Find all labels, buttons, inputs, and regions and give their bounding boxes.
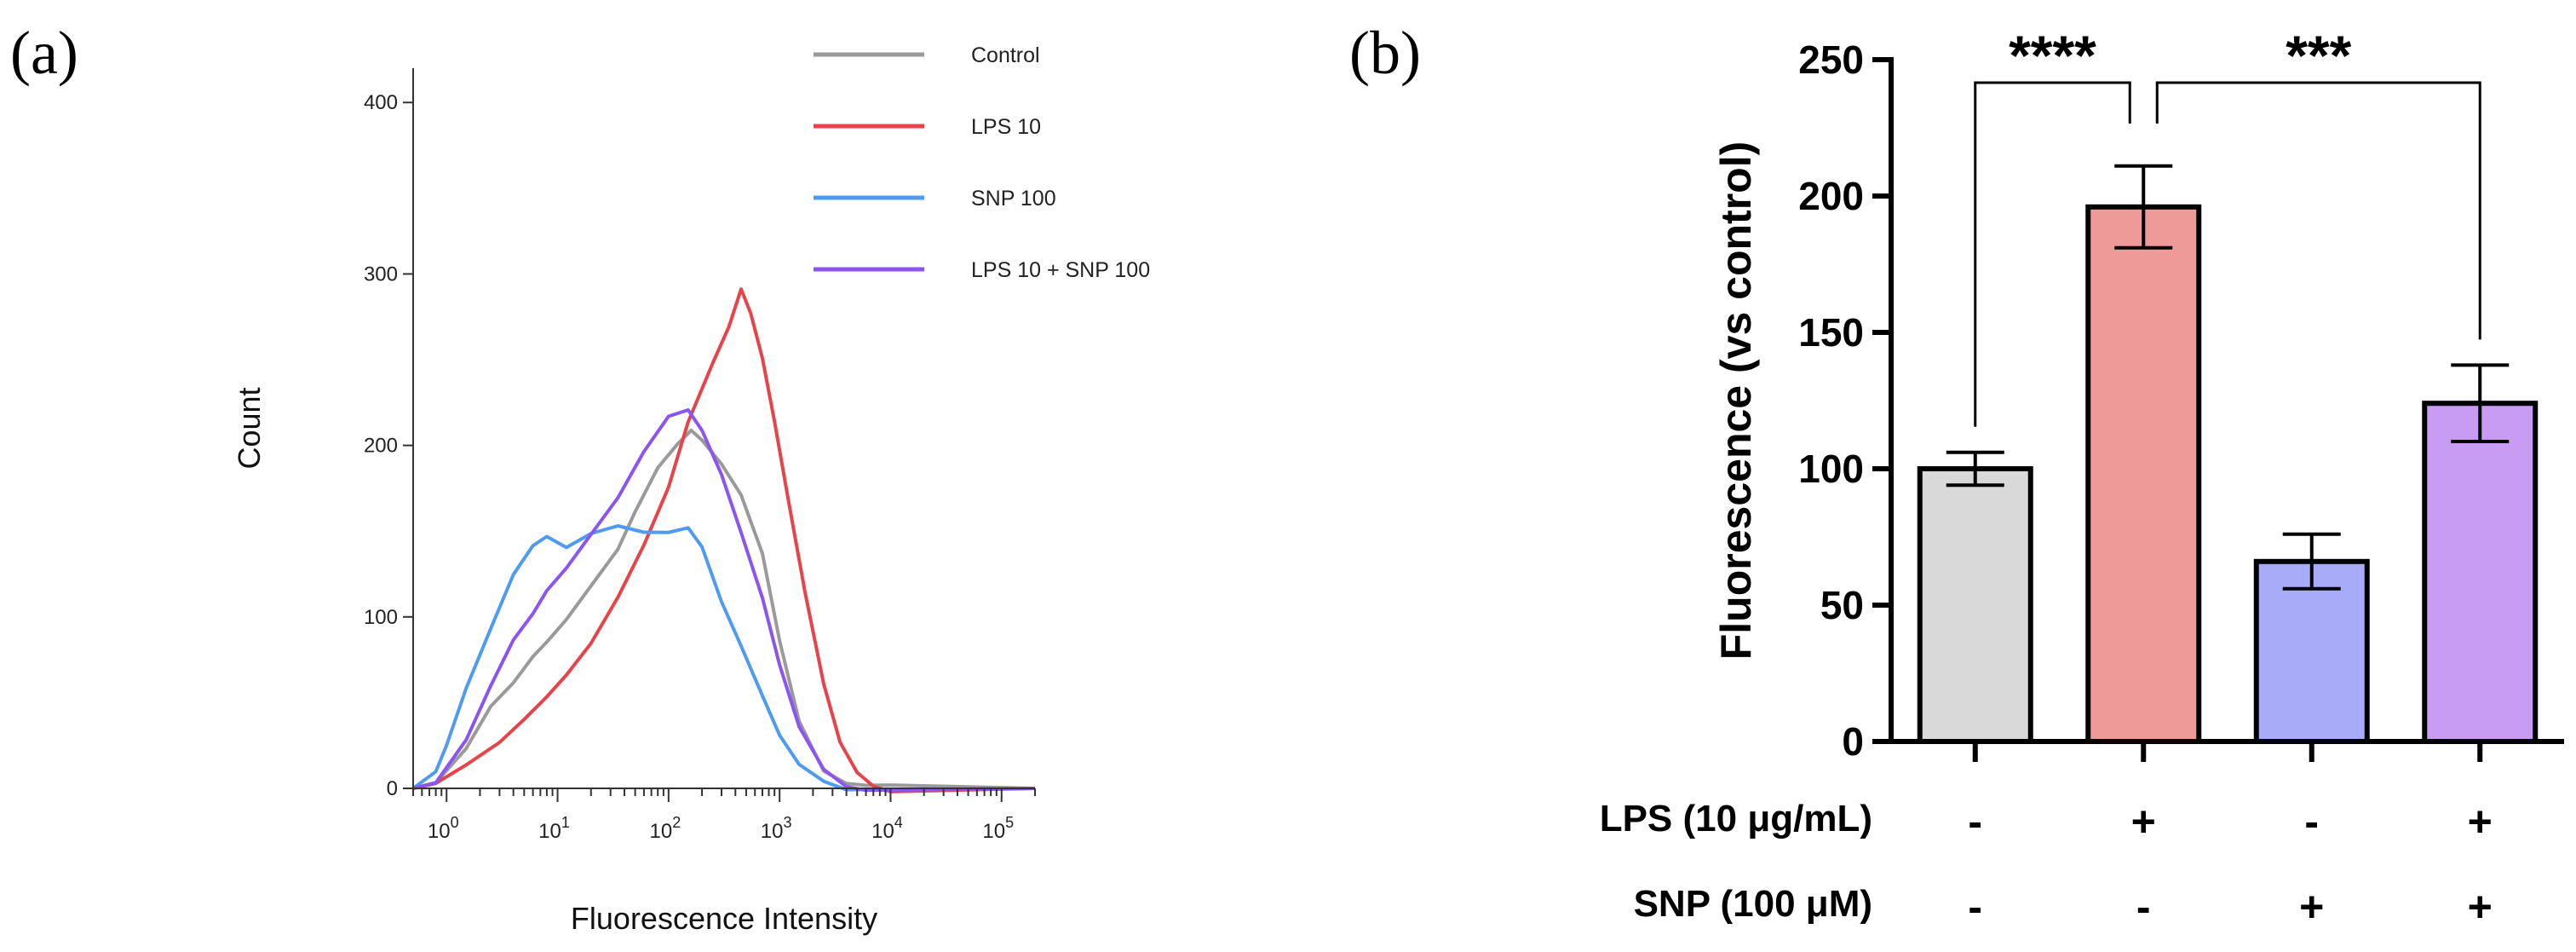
significance-bracket (1974, 81, 2131, 427)
x-tick-label: 103 (761, 814, 792, 843)
y-tick-label: 250 (1798, 38, 1864, 82)
series-line-lps-10-snp-100 (412, 408, 1036, 793)
x-tick-label: 100 (428, 814, 459, 843)
condition-row-label: LPS (10 μg/mL) (1600, 798, 1872, 839)
bar (2253, 558, 2370, 744)
significance-label: **** (2009, 24, 2096, 87)
condition-sign: - (1968, 883, 1982, 931)
condition-sign: - (2136, 883, 2151, 931)
y-tick-label: 200 (364, 435, 398, 458)
y-tick-label: 300 (364, 263, 398, 286)
y-tick-label: 0 (387, 777, 398, 800)
condition-sign: + (2468, 798, 2493, 845)
x-tick-label: 101 (538, 814, 570, 843)
y-tick-label: 100 (364, 606, 398, 629)
y-tick-label: 150 (1798, 310, 1864, 355)
bar (2085, 204, 2202, 745)
legend-label: Control (971, 43, 1040, 67)
legend-label: SNP 100 (971, 187, 1056, 211)
x-tick-label: 102 (649, 814, 681, 843)
condition-sign: + (2468, 883, 2493, 931)
condition-sign: + (2299, 883, 2324, 931)
significance-label: *** (2286, 24, 2351, 87)
condition-sign: - (1968, 798, 1982, 845)
significance-bracket (2155, 81, 2481, 340)
y-tick-label: 200 (1798, 174, 1864, 218)
histogram-chart: 0 100 200 300 400 100 101 102 103 104 105 Count F… (232, 43, 1150, 936)
y-axis-label: Count (232, 387, 267, 469)
bar-chart: 0 50 100 150 200 250 Fluorescence (vs control… (1600, 24, 2564, 931)
bar (1917, 466, 2033, 744)
panel-b-label: (b) (1349, 19, 1421, 87)
legend-label: LPS 10 (971, 115, 1041, 139)
legend: Control LPS 10 SNP 100 LPS 10 + SNP 100 (814, 43, 1150, 282)
y-tick-label: 400 (364, 91, 398, 114)
y-tick-label: 50 (1820, 583, 1864, 627)
bar (2422, 401, 2539, 744)
x-axis-label: Fluorescence Intensity (571, 901, 877, 936)
legend-label: LPS 10 + SNP 100 (971, 258, 1150, 282)
condition-sign: + (2131, 798, 2156, 845)
series-line-snp-100 (411, 524, 1036, 792)
x-tick-label: 105 (982, 814, 1014, 843)
y-tick-label: 100 (1798, 447, 1864, 491)
condition-sign: - (2304, 798, 2319, 845)
panel-a-label: (a) (10, 19, 78, 87)
y-axis-label: Fluorescence (vs control) (1712, 141, 1760, 661)
condition-row-label: SNP (100 μM) (1634, 883, 1872, 925)
series-line-lps-10 (412, 287, 1036, 793)
x-tick-label: 104 (871, 814, 903, 843)
y-tick-label: 0 (1842, 719, 1864, 764)
